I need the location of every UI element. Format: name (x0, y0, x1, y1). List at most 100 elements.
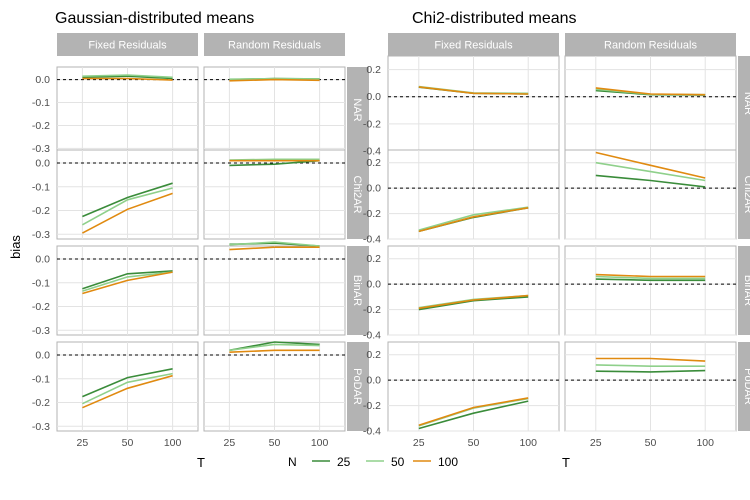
series-line-100 (229, 78, 320, 82)
series-line-100 (418, 86, 529, 95)
row-strip (347, 67, 369, 153)
y-tick-label: -0.2 (363, 304, 381, 316)
x-tick-label: 50 (468, 437, 480, 449)
x-tick-label: 50 (122, 437, 134, 449)
series-line-100 (82, 77, 173, 81)
x-tick-label: 100 (311, 437, 329, 449)
series-line-100 (418, 397, 529, 427)
series-line-100 (595, 151, 706, 179)
column-strip-label: Random Residuals (604, 40, 697, 52)
facet-panel (387, 341, 560, 432)
facet-panel (387, 245, 560, 336)
row-strip (738, 56, 750, 151)
row-strip (738, 246, 750, 335)
x-tick-label: 25 (590, 437, 602, 449)
series-line-100 (595, 87, 706, 96)
row-strip-label: NAR (351, 98, 363, 121)
legend-label-100: 100 (438, 455, 458, 469)
y-tick-label: -0.1 (32, 277, 50, 289)
series-line-100 (595, 357, 706, 362)
y-tick-label: 0.0 (366, 375, 381, 387)
series-line-25 (82, 182, 173, 218)
series-line-50 (595, 161, 706, 182)
row-strip-label: NAR (742, 92, 750, 115)
series-line-100 (82, 271, 173, 295)
series-line-25 (595, 174, 706, 188)
row-strip-label: BinAR (351, 275, 363, 306)
series-line-50 (82, 187, 173, 226)
x-tick-label: 25 (224, 437, 236, 449)
series-line-25 (82, 75, 173, 80)
y-tick-label: -0.2 (363, 118, 381, 130)
row-strip (347, 342, 369, 431)
series-line-25 (595, 369, 706, 373)
y-tick-label: 0.0 (35, 158, 50, 170)
y-tick-label: 0.0 (366, 279, 381, 291)
series-line-25 (418, 400, 529, 430)
y-tick-label: -0.3 (32, 143, 50, 155)
y-tick-label: 0.0 (366, 183, 381, 195)
x-tick-label: 50 (269, 437, 281, 449)
legend-title: N (288, 455, 297, 469)
facet-panel (56, 341, 199, 432)
column-strip (57, 33, 198, 56)
y-tick-label: 0.2 (366, 64, 381, 76)
facet-panel (387, 149, 560, 240)
row-strip-label: PoDAR (742, 368, 750, 405)
y-tick-label: -0.2 (32, 301, 50, 313)
facet-panel (564, 149, 737, 240)
series-line-100 (82, 374, 173, 409)
y-tick-label: -0.4 (363, 330, 381, 342)
row-strip (738, 150, 750, 239)
y-tick-label: 0.0 (35, 350, 50, 362)
column-strip-label: Fixed Residuals (88, 40, 167, 52)
series-line-50 (229, 158, 320, 161)
series-line-50 (82, 74, 173, 79)
chart-1: Fixed Residuals Random Residuals NAR 0.2 0.0… (363, 33, 750, 470)
series-line-100 (418, 207, 529, 233)
y-tick-label: 0.0 (35, 74, 50, 86)
y-tick-label: 0.2 (366, 253, 381, 265)
left-figure-title: Gaussian-distributed means (55, 10, 254, 27)
facet-panel (56, 245, 199, 336)
series-line-25 (229, 159, 320, 167)
series-line-25 (82, 368, 173, 398)
facet-panel (203, 241, 346, 336)
column-strip (204, 33, 345, 56)
x-tick-label: 100 (164, 437, 182, 449)
series-line-50 (595, 364, 706, 368)
x-tick-label: 25 (77, 437, 89, 449)
facet-panel (56, 149, 199, 240)
series-line-100 (229, 246, 320, 251)
row-strip (347, 150, 369, 239)
y-tick-label: -0.4 (363, 146, 381, 158)
y-tick-label: -0.2 (32, 397, 50, 409)
series-line-100 (82, 192, 173, 234)
series-line-25 (595, 278, 706, 282)
row-strip-label: PoDAR (351, 368, 363, 405)
facet-panel (203, 66, 346, 154)
row-strip (347, 246, 369, 335)
y-tick-label: 0.0 (35, 254, 50, 266)
series-line-50 (82, 271, 173, 292)
y-tick-label: -0.3 (32, 229, 50, 241)
y-tick-label: -0.4 (363, 234, 381, 246)
legend-label-50: 50 (391, 455, 405, 469)
y-tick-label: -0.3 (32, 421, 50, 433)
x-tick-label: 100 (696, 437, 714, 449)
y-tick-label: -0.1 (32, 181, 50, 193)
y-tick-label: -0.4 (363, 426, 381, 438)
facet-panel (387, 55, 560, 152)
y-tick-label: 0.0 (366, 91, 381, 103)
y-tick-label: -0.2 (32, 205, 50, 217)
column-strip-label: Fixed Residuals (434, 40, 513, 52)
series-line-100 (595, 273, 706, 278)
x-axis-label: T (562, 455, 570, 470)
y-tick-label: -0.2 (363, 400, 381, 412)
y-tick-label: -0.1 (32, 97, 50, 109)
x-tick-label: 100 (519, 437, 537, 449)
series-line-100 (418, 294, 529, 310)
x-axis-label: T (197, 455, 205, 470)
column-strip (565, 33, 736, 56)
